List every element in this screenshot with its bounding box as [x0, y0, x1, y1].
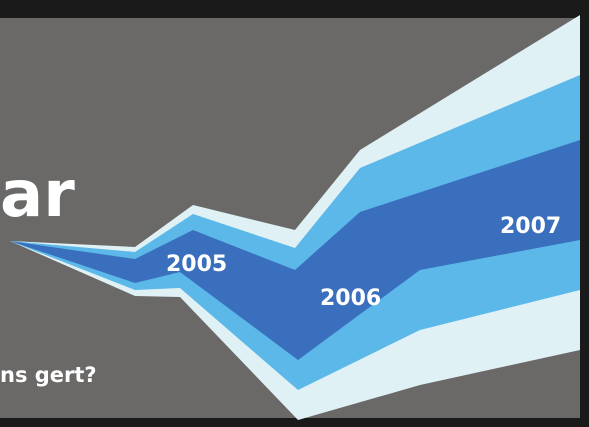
year-label-2006: 2006 [320, 286, 381, 311]
question-fragment: ns gert? [0, 363, 97, 387]
year-label-2007: 2007 [500, 214, 561, 239]
band-middle [10, 75, 580, 390]
headline-fragment: ar [0, 158, 75, 232]
year-label-2005: 2005 [166, 252, 227, 277]
band-core [10, 140, 580, 360]
